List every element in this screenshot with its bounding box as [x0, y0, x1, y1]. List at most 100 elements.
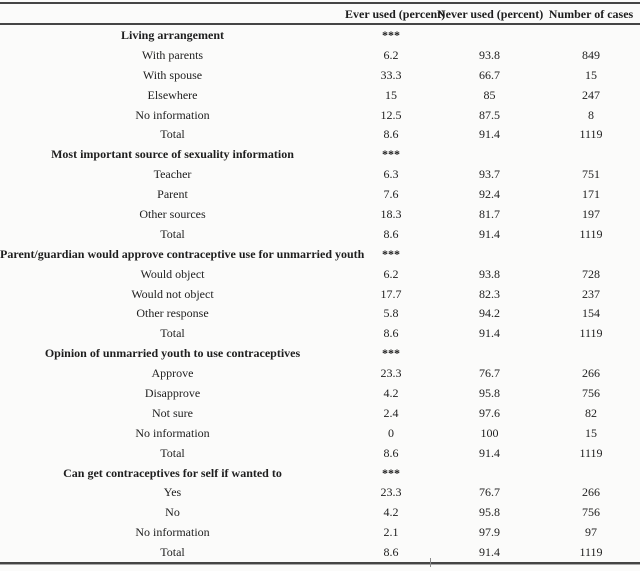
- table-row: No information 0 100 15: [0, 423, 640, 443]
- row-label: With spouse: [142, 67, 203, 82]
- section-header-row: Living arrangement ***: [0, 25, 640, 45]
- cell-number-of-cases: 266: [582, 485, 600, 500]
- cell-ever-used: 23.3: [380, 485, 402, 500]
- cell-ever-used: 2.4: [383, 405, 399, 420]
- cell-never-used: 66.7: [479, 67, 500, 82]
- table-row: Approve 23.3 76.7 266: [0, 363, 640, 383]
- cell-ever-used: 8.6: [383, 226, 399, 241]
- cell-never-used: 97.9: [479, 525, 500, 540]
- row-label: Total: [160, 545, 185, 560]
- table-row: With parents 6.2 93.8 849: [0, 45, 640, 65]
- cell-ever-used: 33.3: [380, 67, 402, 82]
- row-label: Elsewhere: [147, 87, 198, 102]
- cell-never-used: 92.4: [479, 187, 500, 202]
- table-body: Living arrangement *** With parents 6.2 93.8…: [0, 25, 640, 562]
- row-label: Approve: [151, 366, 194, 381]
- table-row: Elsewhere 15 85 247: [0, 85, 640, 105]
- cell-number-of-cases: 237: [582, 286, 600, 301]
- section-header-label: Opinion of unmarried youth to use contra…: [44, 346, 301, 361]
- cell-number-of-cases: 751: [582, 167, 600, 182]
- section-header-label: Can get contraceptives for self if wante…: [63, 465, 282, 480]
- row-label: Other sources: [139, 206, 206, 221]
- row-label: Parent: [157, 187, 188, 202]
- table-row: Yes 23.3 76.7 266: [0, 482, 640, 502]
- table-bottom-rule: [0, 562, 640, 566]
- cell-number-of-cases: 15: [585, 425, 597, 440]
- row-label: Total: [160, 326, 185, 341]
- cell-never-used: 100: [480, 425, 499, 440]
- table-row: With spouse 33.3 66.7 15: [0, 65, 640, 85]
- table-row: Parent 7.6 92.4 171: [0, 184, 640, 204]
- cell-number-of-cases: 1119: [579, 545, 603, 560]
- cell-number-of-cases: 15: [585, 67, 597, 82]
- cell-ever-used: 12.5: [380, 107, 402, 122]
- cell-number-of-cases: 82: [585, 405, 597, 420]
- row-label: Not sure: [152, 405, 193, 420]
- cell-number-of-cases: 247: [582, 87, 600, 102]
- row-label: Would not object: [131, 286, 214, 301]
- cell-ever-used: 6.2: [383, 266, 399, 281]
- cell-ever-used: 18.3: [380, 206, 402, 221]
- cell-number-of-cases: 756: [582, 505, 600, 520]
- significance-stars: ***: [382, 246, 400, 261]
- cell-ever-used: 17.7: [380, 286, 402, 301]
- table-row: No 4.2 95.8 756: [0, 502, 640, 522]
- table-row: Total 8.6 91.4 1119: [0, 323, 640, 343]
- cell-never-used: 94.2: [479, 306, 500, 321]
- section-header-row: Opinion of unmarried youth to use contra…: [0, 343, 640, 363]
- section-header-label: Living arrangement: [121, 27, 224, 42]
- section-header-row: Can get contraceptives for self if wante…: [0, 463, 640, 483]
- cell-ever-used: 5.8: [383, 306, 399, 321]
- cell-never-used: 82.3: [479, 286, 500, 301]
- cell-ever-used: 8.6: [383, 127, 399, 142]
- cell-number-of-cases: 154: [582, 306, 600, 321]
- cell-number-of-cases: 97: [585, 525, 597, 540]
- cell-number-of-cases: 266: [582, 366, 600, 381]
- table-row: Other sources 18.3 81.7 197: [0, 204, 640, 224]
- cell-never-used: 91.4: [479, 445, 500, 460]
- cell-number-of-cases: 1119: [579, 127, 603, 142]
- cell-ever-used: 2.1: [383, 525, 399, 540]
- row-label: Disapprove: [144, 385, 201, 400]
- cell-never-used: 76.7: [479, 485, 500, 500]
- cell-number-of-cases: 1119: [579, 226, 603, 241]
- section-header-label: Parent/guardian would approve contracept…: [0, 246, 365, 261]
- cell-number-of-cases: 1119: [579, 445, 603, 460]
- table-row: Not sure 2.4 97.6 82: [0, 403, 640, 423]
- cell-never-used: 95.8: [479, 385, 500, 400]
- cell-number-of-cases: 1119: [579, 326, 603, 341]
- cell-ever-used: 15: [385, 87, 397, 102]
- cell-never-used: 91.4: [479, 326, 500, 341]
- significance-stars: ***: [382, 346, 400, 361]
- cell-never-used: 93.8: [479, 47, 500, 62]
- cell-never-used: 91.4: [479, 127, 500, 142]
- cell-never-used: 91.4: [479, 226, 500, 241]
- section-header-row: Parent/guardian would approve contracept…: [0, 244, 640, 264]
- cell-ever-used: 6.3: [383, 167, 399, 182]
- scan-artifact-tick: [430, 558, 431, 567]
- cell-ever-used: 7.6: [383, 187, 399, 202]
- row-label: Total: [160, 445, 185, 460]
- row-label: Total: [160, 127, 185, 142]
- cell-never-used: 93.7: [479, 167, 500, 182]
- cell-number-of-cases: 8: [588, 107, 594, 122]
- column-header-number-of-cases: Number of cases: [548, 6, 634, 21]
- significance-stars: ***: [382, 27, 400, 42]
- cell-never-used: 93.8: [479, 266, 500, 281]
- row-label: No information: [135, 107, 210, 122]
- cell-number-of-cases: 728: [582, 266, 600, 281]
- table-row: Other response 5.8 94.2 154: [0, 303, 640, 323]
- cell-ever-used: 6.2: [383, 47, 399, 62]
- row-label: No: [165, 505, 180, 520]
- cell-ever-used: 0: [388, 425, 394, 440]
- row-label: Teacher: [153, 167, 192, 182]
- cell-never-used: 87.5: [479, 107, 500, 122]
- table-row: Total 8.6 91.4 1119: [0, 224, 640, 244]
- cell-number-of-cases: 171: [582, 187, 600, 202]
- significance-stars: ***: [382, 465, 400, 480]
- row-label: Would object: [140, 266, 205, 281]
- table-row: Would not object 17.7 82.3 237: [0, 284, 640, 304]
- table-row: Would object 6.2 93.8 728: [0, 264, 640, 284]
- row-label: With parents: [141, 47, 204, 62]
- cell-ever-used: 8.6: [383, 545, 399, 560]
